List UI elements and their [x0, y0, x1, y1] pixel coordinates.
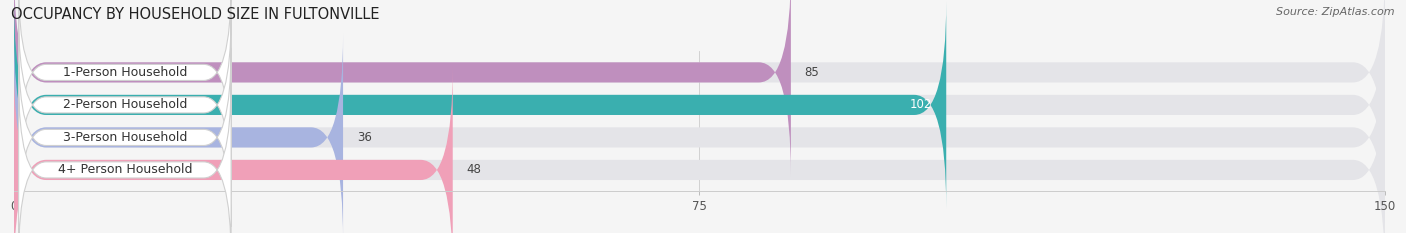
- FancyBboxPatch shape: [14, 0, 790, 176]
- FancyBboxPatch shape: [18, 48, 231, 227]
- Text: 48: 48: [467, 163, 481, 176]
- Text: 2-Person Household: 2-Person Household: [63, 98, 187, 111]
- FancyBboxPatch shape: [14, 1, 1385, 209]
- FancyBboxPatch shape: [18, 80, 231, 233]
- FancyBboxPatch shape: [14, 34, 343, 233]
- Text: 4+ Person Household: 4+ Person Household: [58, 163, 193, 176]
- FancyBboxPatch shape: [14, 0, 1385, 176]
- FancyBboxPatch shape: [18, 15, 231, 194]
- Text: 36: 36: [357, 131, 371, 144]
- Text: 3-Person Household: 3-Person Household: [63, 131, 187, 144]
- FancyBboxPatch shape: [18, 0, 231, 162]
- FancyBboxPatch shape: [14, 66, 1385, 233]
- Text: OCCUPANCY BY HOUSEHOLD SIZE IN FULTONVILLE: OCCUPANCY BY HOUSEHOLD SIZE IN FULTONVIL…: [11, 7, 380, 22]
- Text: 102: 102: [910, 98, 932, 111]
- FancyBboxPatch shape: [14, 1, 946, 209]
- Text: Source: ZipAtlas.com: Source: ZipAtlas.com: [1277, 7, 1395, 17]
- FancyBboxPatch shape: [14, 66, 453, 233]
- FancyBboxPatch shape: [14, 34, 1385, 233]
- Text: 85: 85: [804, 66, 820, 79]
- Text: 1-Person Household: 1-Person Household: [63, 66, 187, 79]
